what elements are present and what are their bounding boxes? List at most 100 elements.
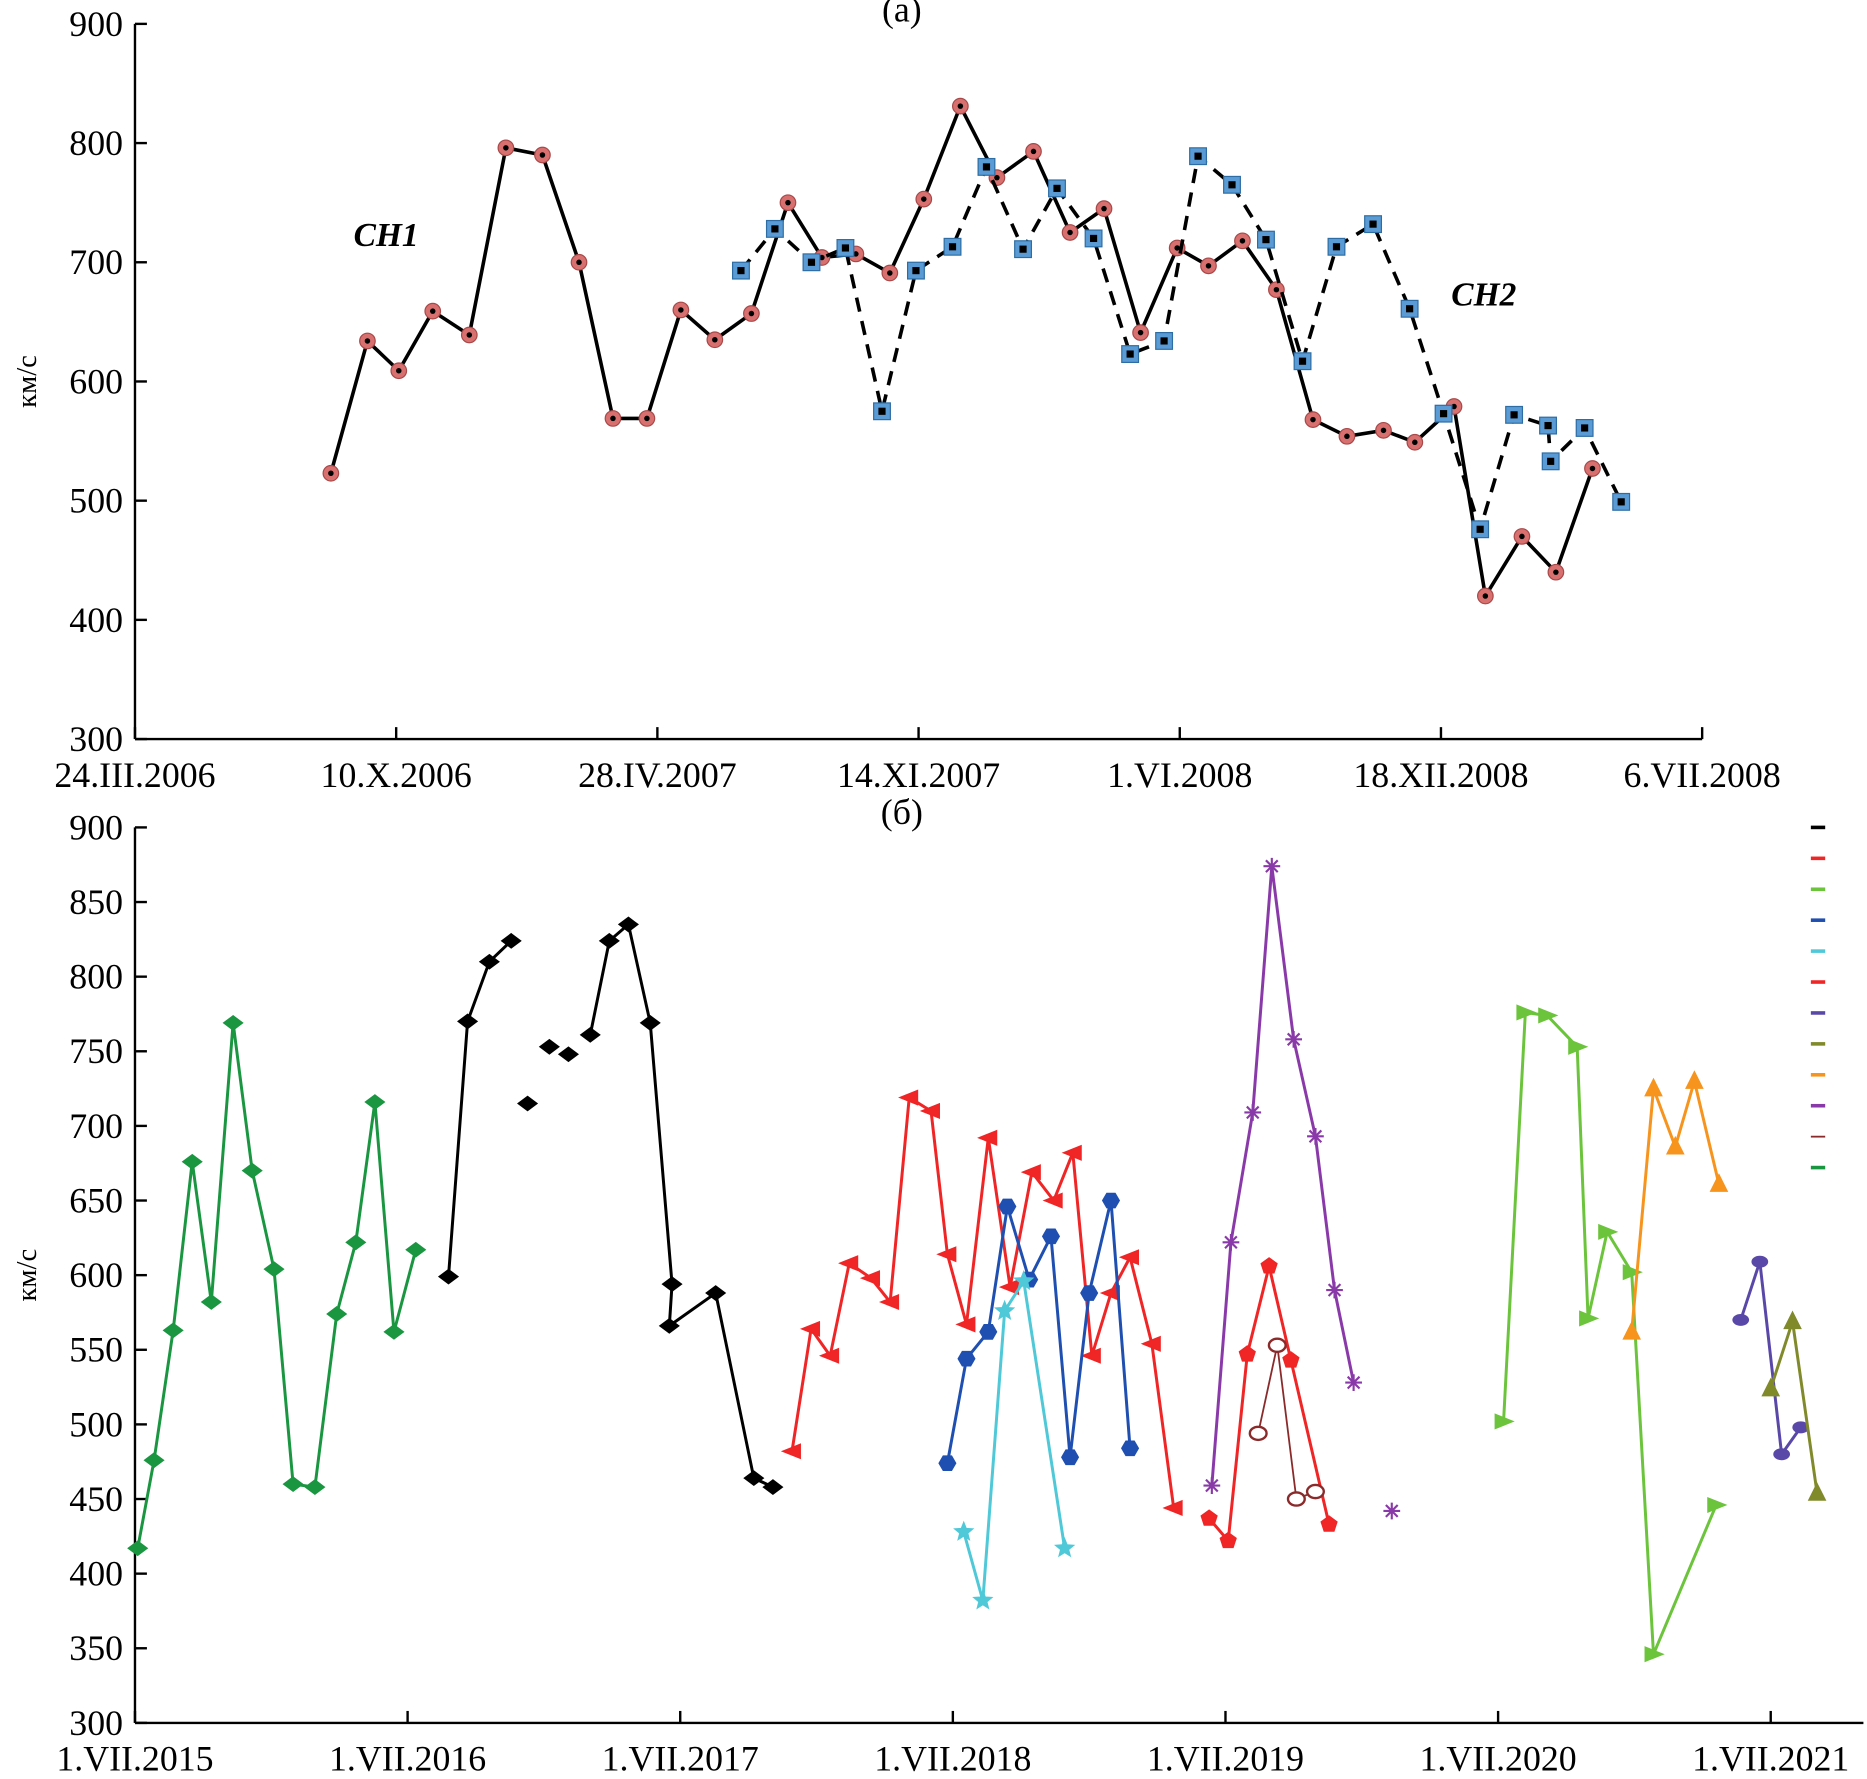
marker-center [1174, 245, 1180, 251]
marker-center [948, 243, 957, 251]
marker-center [644, 415, 650, 422]
marker [1222, 1233, 1240, 1251]
marker [972, 1589, 994, 1610]
marker-center [912, 267, 920, 275]
marker [162, 1322, 184, 1339]
marker-center [841, 244, 850, 252]
marker [838, 1255, 859, 1272]
y-tick-label: 300 [69, 1703, 123, 1743]
marker-center [1194, 152, 1202, 160]
marker [1732, 1313, 1750, 1326]
marker [705, 1285, 727, 1301]
marker-center [982, 163, 991, 171]
marker-center [1053, 184, 1061, 192]
marker-center [364, 338, 371, 344]
x-tick-label: 1.VII.2018 [874, 1739, 1031, 1779]
marker-center [610, 415, 616, 422]
y-tick-label: 500 [69, 1404, 123, 1444]
marker-center [887, 270, 893, 276]
marker [743, 1470, 765, 1487]
marker [181, 1153, 203, 1170]
marker [658, 1317, 680, 1334]
marker [598, 932, 620, 949]
marker [936, 1246, 957, 1263]
marker-center [1589, 465, 1596, 472]
y-tick-label: 650 [69, 1180, 123, 1220]
marker-center [1344, 433, 1350, 440]
marker-center [1101, 205, 1107, 212]
marker [898, 1089, 919, 1106]
marker [1622, 1320, 1642, 1340]
marker [1244, 1104, 1262, 1121]
series-line [1212, 866, 1392, 1511]
series-line [790, 1096, 1176, 1509]
marker [955, 1316, 976, 1333]
marker [1494, 1413, 1515, 1430]
marker-center [1439, 410, 1448, 418]
marker-center [328, 470, 334, 476]
x-tick-label: 14.XI.2007 [837, 755, 1000, 795]
marker [1200, 1509, 1218, 1526]
marker [364, 1094, 386, 1110]
marker [200, 1294, 222, 1310]
marker-center [771, 225, 779, 233]
marker [1263, 857, 1281, 875]
y-tick-label: 600 [69, 1255, 123, 1295]
y-tick-label: 350 [69, 1628, 123, 1668]
y-tick-label: 800 [69, 123, 123, 163]
marker-center [748, 310, 755, 317]
marker [1080, 1347, 1101, 1364]
marker [1061, 1449, 1080, 1466]
marker [1219, 1531, 1237, 1549]
chart-title: (а) [882, 0, 922, 29]
marker-center [737, 267, 745, 275]
marker-center [1067, 229, 1073, 236]
y-tick-label: 750 [69, 1031, 123, 1071]
marker [1320, 1515, 1338, 1532]
series-line [1502, 1010, 1718, 1656]
marker-center [1553, 569, 1559, 575]
y-tick-label: 450 [69, 1479, 123, 1519]
marker-center [1519, 533, 1525, 540]
annotation: CH2 [1451, 277, 1516, 314]
marker-center [994, 174, 1000, 181]
marker [1267, 1337, 1287, 1354]
marker-center [1412, 439, 1418, 446]
marker [1285, 1030, 1302, 1048]
marker [263, 1261, 285, 1278]
y-tick-label: 700 [69, 1106, 123, 1146]
marker-center [1205, 263, 1212, 269]
y-tick-label: 550 [69, 1330, 123, 1370]
marker [1305, 1483, 1325, 1500]
series-line [962, 1279, 1067, 1602]
marker-center [1380, 427, 1387, 434]
marker [326, 1306, 348, 1322]
marker [1568, 1038, 1589, 1055]
marker [819, 1347, 840, 1364]
marker-center [678, 307, 684, 313]
series-line [1739, 1260, 1802, 1456]
marker-center [429, 308, 436, 314]
y-tick-label: 900 [69, 807, 123, 847]
series-line [1257, 1344, 1316, 1500]
marker [538, 1038, 560, 1055]
marker [1598, 1223, 1619, 1240]
x-tick-label: 18.XII.2008 [1353, 755, 1528, 795]
annotation: CH1 [354, 217, 419, 254]
marker-center [1510, 411, 1518, 419]
marker [1260, 1257, 1278, 1274]
marker-center [921, 196, 927, 202]
y-tick-label: 800 [69, 957, 123, 997]
marker [1238, 1345, 1256, 1362]
marker-center [1547, 457, 1555, 465]
marker [241, 1162, 263, 1179]
marker [1383, 1502, 1401, 1520]
marker [1579, 1310, 1600, 1327]
series-line [329, 104, 1595, 598]
marker [222, 1015, 244, 1031]
marker-center [853, 251, 859, 257]
marker [878, 1293, 900, 1311]
marker [1807, 1482, 1827, 1501]
